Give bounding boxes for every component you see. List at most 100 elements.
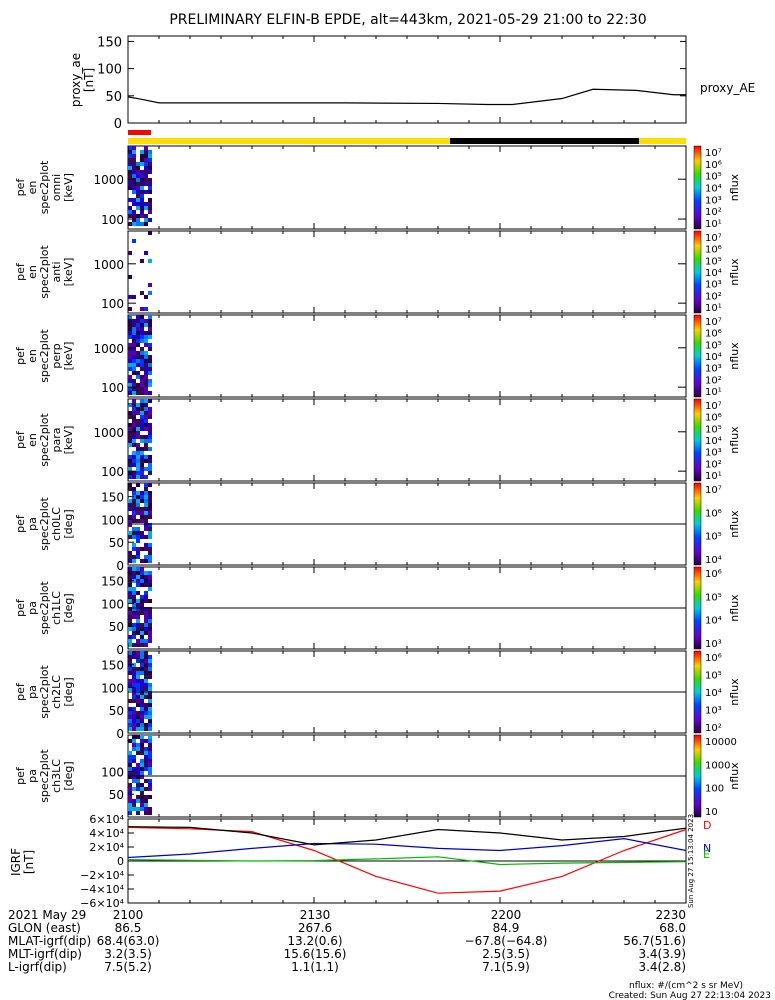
igrf-series-E bbox=[127, 856, 687, 866]
flux-cell bbox=[148, 807, 152, 811]
flux-cell bbox=[144, 763, 148, 767]
flux-cell bbox=[144, 687, 148, 691]
flux-cell bbox=[132, 371, 136, 375]
flux-cell bbox=[132, 675, 136, 679]
flux-cell bbox=[136, 387, 140, 391]
flux-cell bbox=[128, 375, 132, 379]
flux-cell bbox=[144, 174, 148, 178]
colorbar-tick-label: 10⁵ bbox=[705, 424, 722, 435]
colorbar bbox=[693, 566, 702, 650]
flux-cell bbox=[128, 635, 132, 639]
flux-cell bbox=[136, 411, 140, 415]
flux-cell bbox=[144, 335, 148, 339]
colorbar-tick-label: 10⁶ bbox=[705, 569, 722, 580]
flux-cell bbox=[140, 391, 144, 395]
flux-cell bbox=[144, 547, 148, 551]
flux-cell bbox=[136, 218, 140, 222]
flux-cell bbox=[148, 771, 152, 775]
colorbar-tick-label: 10⁵ bbox=[705, 340, 722, 351]
chart-title: PRELIMINARY ELFIN-B EPDE, alt=443km, 202… bbox=[169, 12, 646, 28]
flux-cell bbox=[140, 771, 144, 775]
flux-cell bbox=[140, 327, 144, 331]
flux-cell bbox=[140, 759, 144, 763]
flux-cell bbox=[140, 595, 144, 599]
flux-cell bbox=[148, 743, 152, 747]
flux-cell bbox=[132, 331, 136, 335]
flux-cell bbox=[140, 767, 144, 771]
colorbar-label: nflux bbox=[728, 678, 741, 706]
flux-cell bbox=[132, 571, 136, 575]
flux-cell bbox=[144, 643, 148, 647]
flux-cell bbox=[148, 735, 152, 739]
flux-cell bbox=[144, 355, 148, 359]
flux-cell bbox=[140, 447, 144, 451]
flux-cell bbox=[140, 423, 144, 427]
flux-cell bbox=[136, 591, 140, 595]
flux-cell bbox=[128, 162, 132, 166]
flux-cell bbox=[148, 423, 152, 427]
flux-cell bbox=[148, 347, 152, 351]
flux-cell bbox=[144, 182, 148, 186]
flux-cell bbox=[148, 327, 152, 331]
spectro-ylabel-line: pef bbox=[14, 430, 27, 449]
flux-cell bbox=[132, 210, 136, 214]
flux-cell bbox=[136, 315, 140, 319]
flux-cell bbox=[136, 783, 140, 787]
flux-cell bbox=[128, 423, 132, 427]
flux-cell bbox=[144, 659, 148, 663]
flux-cell bbox=[140, 210, 144, 214]
footer-value: 56.7(51.6) bbox=[623, 934, 686, 948]
ae-ytick-label: 50 bbox=[105, 90, 122, 105]
spectro-ylabel-line: [keV] bbox=[62, 173, 75, 202]
flux-cell bbox=[132, 519, 136, 523]
flux-cell bbox=[148, 559, 152, 563]
flux-cell bbox=[148, 579, 152, 583]
flux-cell bbox=[128, 515, 132, 519]
flux-cell bbox=[128, 587, 132, 591]
flux-cell bbox=[148, 379, 152, 383]
flux-cell bbox=[148, 543, 152, 547]
flux-cell bbox=[136, 451, 140, 455]
flux-cell bbox=[140, 511, 144, 515]
spectro-ylabel-line: [deg] bbox=[62, 761, 75, 790]
flux-cell bbox=[132, 407, 136, 411]
flux-cell bbox=[148, 711, 152, 715]
flux-cell bbox=[140, 571, 144, 575]
flux-cell bbox=[144, 511, 148, 515]
flux-cell bbox=[136, 547, 140, 551]
flux-cell bbox=[144, 595, 148, 599]
flux-cell bbox=[132, 535, 136, 539]
flux-cell bbox=[144, 711, 148, 715]
flux-cell bbox=[136, 579, 140, 583]
colorbar-tick-label: 10⁶ bbox=[705, 653, 722, 664]
pa-ytick-label: 150 bbox=[101, 491, 124, 505]
flux-cell bbox=[128, 439, 132, 443]
colorbar-tick-label: 10⁶ bbox=[705, 329, 722, 340]
flux-cell bbox=[140, 699, 144, 703]
flux-cell bbox=[136, 623, 140, 627]
flux-cell bbox=[136, 467, 140, 471]
flux-cell bbox=[128, 619, 132, 623]
flux-cell bbox=[140, 315, 144, 319]
flux-cell bbox=[132, 491, 136, 495]
ae-series-line bbox=[127, 88, 686, 106]
flux-cell bbox=[128, 611, 132, 615]
flux-cell bbox=[132, 387, 136, 391]
flux-cell bbox=[144, 166, 148, 170]
flux-cell bbox=[136, 711, 140, 715]
flux-cell bbox=[140, 579, 144, 583]
flux-cell bbox=[148, 399, 152, 403]
flux-cell bbox=[136, 627, 140, 631]
flux-cell bbox=[140, 214, 144, 218]
flux-cell bbox=[148, 715, 152, 719]
flux-cell bbox=[144, 811, 148, 815]
flux-cell bbox=[128, 807, 132, 811]
flux-cell bbox=[140, 419, 144, 423]
flux-cell bbox=[136, 807, 140, 811]
flux-cell bbox=[136, 667, 140, 671]
flux-cell bbox=[140, 679, 144, 683]
ae-ylabel-line: proxy_ae bbox=[69, 53, 83, 107]
flux-cell bbox=[140, 379, 144, 383]
flux-cell bbox=[148, 755, 152, 759]
